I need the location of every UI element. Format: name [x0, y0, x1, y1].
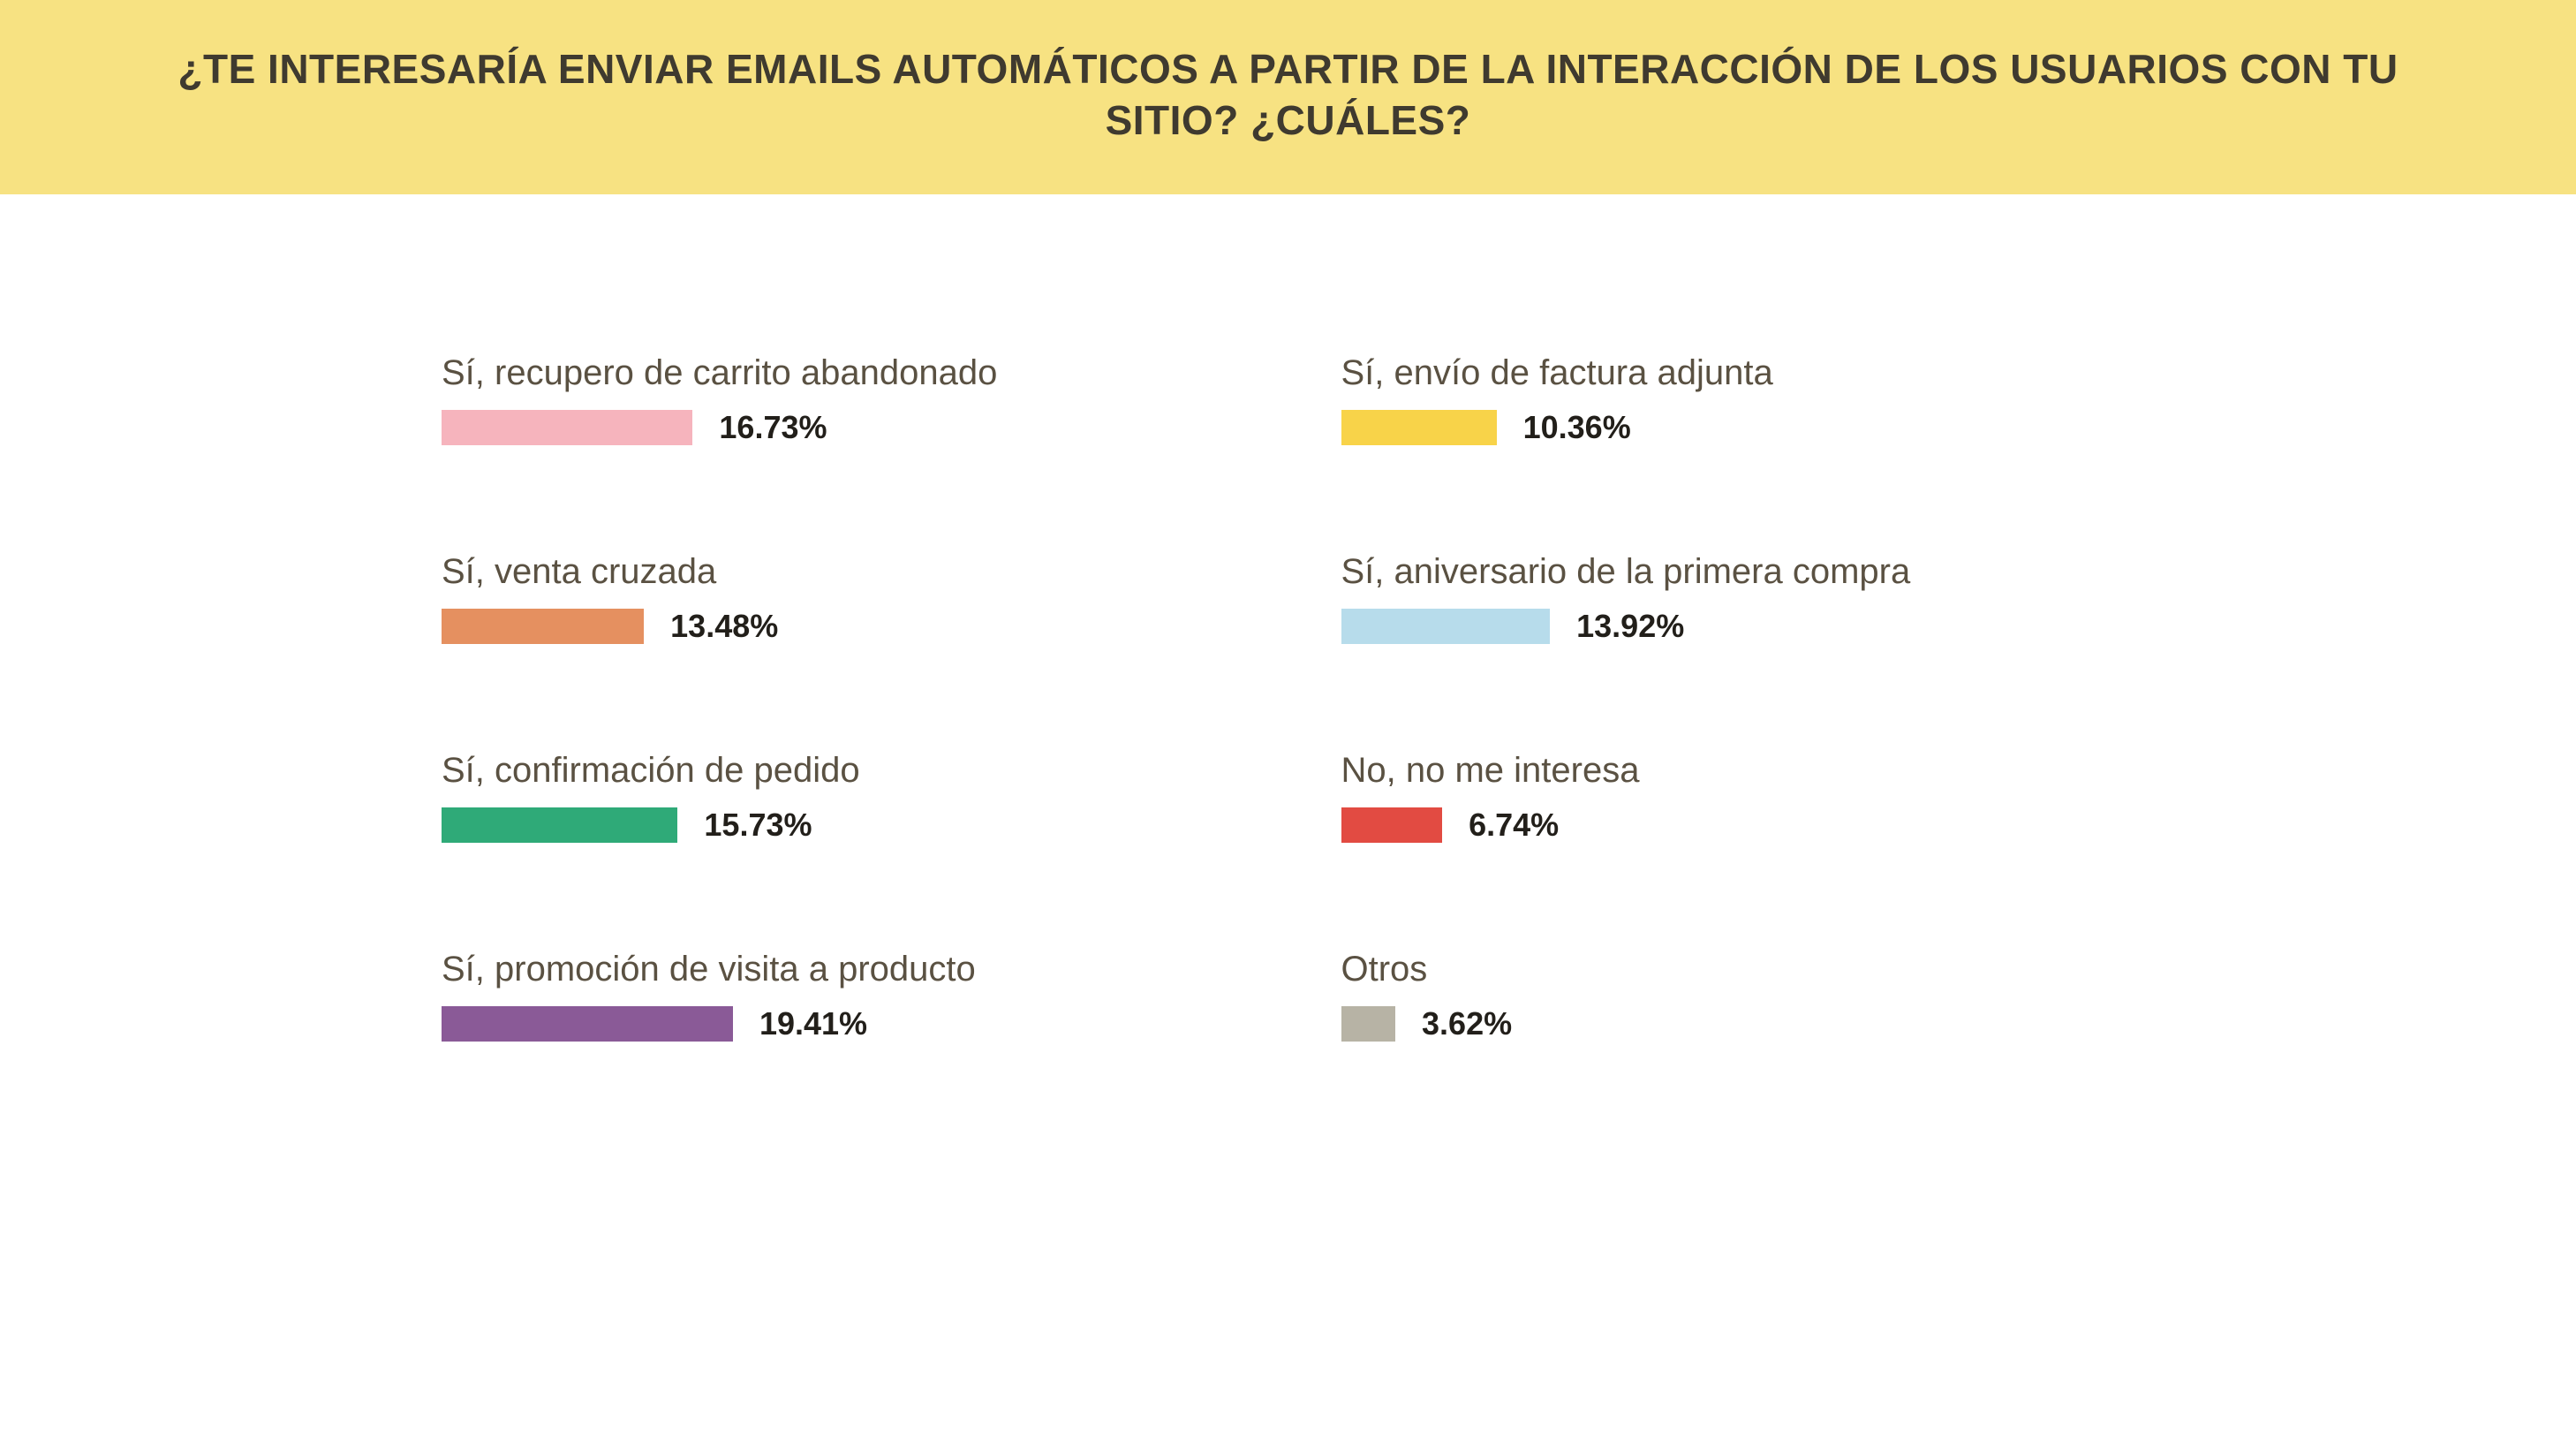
item-label: Sí, aniversario de la primera compra — [1341, 552, 2135, 592]
bar — [442, 410, 692, 445]
bar-row: 19.41% — [442, 1005, 1235, 1042]
bar — [1341, 1006, 1396, 1042]
item-label: No, no me interesa — [1341, 751, 2135, 791]
header-band: ¿TE INTERESARÍA ENVIAR EMAILS AUTOMÁTICO… — [0, 0, 2576, 194]
item-percent: 19.41% — [759, 1005, 867, 1042]
chart-title: ¿TE INTERESARÍA ENVIAR EMAILS AUTOMÁTICO… — [177, 44, 2399, 146]
bar-row: 16.73% — [442, 409, 1235, 446]
item-percent: 3.62% — [1422, 1005, 1512, 1042]
bar-row: 13.48% — [442, 608, 1235, 645]
bar-row: 13.92% — [1341, 608, 2135, 645]
chart-item: Sí, venta cruzada 13.48% — [442, 552, 1235, 645]
item-percent: 16.73% — [719, 409, 827, 446]
item-label: Sí, promoción de visita a producto — [442, 950, 1235, 989]
item-percent: 13.92% — [1576, 608, 1684, 645]
chart-item: Sí, recupero de carrito abandonado 16.73… — [442, 353, 1235, 446]
bar-row: 15.73% — [442, 807, 1235, 844]
item-label: Sí, recupero de carrito abandonado — [442, 353, 1235, 393]
bar — [1341, 609, 1551, 644]
bar — [442, 1006, 733, 1042]
bar-row: 6.74% — [1341, 807, 2135, 844]
bar-row: 10.36% — [1341, 409, 2135, 446]
item-label: Sí, envío de factura adjunta — [1341, 353, 2135, 393]
item-label: Otros — [1341, 950, 2135, 989]
item-label: Sí, confirmación de pedido — [442, 751, 1235, 791]
item-percent: 13.48% — [670, 608, 778, 645]
bar — [442, 609, 644, 644]
chart-item: No, no me interesa 6.74% — [1341, 751, 2135, 844]
chart-item: Otros 3.62% — [1341, 950, 2135, 1042]
bar — [442, 807, 677, 843]
chart-item: Sí, promoción de visita a producto 19.41… — [442, 950, 1235, 1042]
item-label: Sí, venta cruzada — [442, 552, 1235, 592]
item-percent: 15.73% — [704, 807, 812, 844]
chart-item: Sí, envío de factura adjunta 10.36% — [1341, 353, 2135, 446]
chart-item: Sí, confirmación de pedido 15.73% — [442, 751, 1235, 844]
item-percent: 6.74% — [1469, 807, 1559, 844]
chart-area: Sí, recupero de carrito abandonado 16.73… — [0, 194, 2576, 1042]
bar — [1341, 807, 1443, 843]
bar — [1341, 410, 1497, 445]
bar-row: 3.62% — [1341, 1005, 2135, 1042]
chart-item: Sí, aniversario de la primera compra 13.… — [1341, 552, 2135, 645]
item-percent: 10.36% — [1523, 409, 1631, 446]
